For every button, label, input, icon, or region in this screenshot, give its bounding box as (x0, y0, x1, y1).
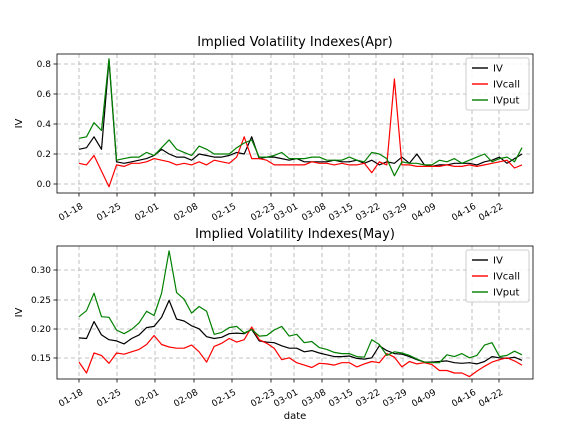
x-tick-label: 03-22 (354, 202, 382, 224)
x-tick-label: 02-23 (249, 388, 277, 410)
x-tick-label: 04-22 (477, 388, 505, 410)
grid-lines (57, 246, 533, 379)
series-line-ivput (78, 58, 523, 177)
x-tick-label: 02-08 (172, 388, 200, 410)
chart-title: Implied Volatility Indexes(Apr) (197, 35, 392, 50)
x-tick-label: 02-15 (210, 202, 238, 224)
x-tick-label: 01-25 (95, 202, 123, 224)
y-tick-label: 0.20 (31, 325, 51, 335)
legend: IV IVcall IVput (465, 249, 530, 303)
x-tick-label: 03-22 (354, 388, 382, 410)
legend-label: IV (493, 256, 503, 267)
x-tick-label: 01-18 (57, 202, 85, 224)
y-tick-label: 0.4 (37, 120, 52, 130)
series-lines (78, 250, 523, 378)
legend-label: IVput (493, 288, 519, 299)
x-tick-label: 03-15 (327, 388, 355, 410)
x-tick-label: 03-08 (300, 388, 328, 410)
y-axis-label: IV (14, 118, 25, 128)
legend-label: IV (493, 64, 503, 75)
legend: IV IVcall IVput (465, 57, 530, 111)
x-tick-label: 03-15 (327, 202, 355, 224)
legend-label: IVput (493, 96, 519, 107)
grid-lines (57, 54, 533, 193)
x-tick-label: 02-01 (133, 202, 161, 224)
x-tick-label: 01-18 (57, 388, 85, 410)
plot-frame (56, 245, 534, 380)
y-tick-label: 0.30 (31, 266, 51, 276)
x-tick-label: 04-22 (477, 202, 505, 224)
x-tick-label: 01-25 (95, 388, 123, 410)
legend-box (465, 57, 530, 111)
series-line-ivput (78, 250, 523, 364)
y-tick-label: 0.0 (37, 180, 52, 190)
plot-frame (56, 53, 534, 194)
y-tick-label: 0.25 (31, 296, 51, 306)
series-line-iv (78, 299, 523, 365)
series-line-ivcall (78, 326, 523, 378)
y-tick-label: 0.2 (37, 150, 51, 160)
x-tick-label: 03-01 (272, 202, 300, 224)
x-tick-label: 04-09 (410, 202, 438, 224)
legend-label: IVcall (493, 272, 520, 283)
x-tick-label: 03-01 (272, 388, 300, 410)
y-tick-label: 0.6 (37, 90, 52, 100)
x-tick-label: 04-09 (410, 388, 438, 410)
x-tick-label: 02-08 (172, 202, 200, 224)
x-tick-label: 02-23 (249, 202, 277, 224)
series-line-ivcall (78, 78, 523, 188)
x-tick-label: 04-16 (450, 202, 478, 224)
x-tick-label: 04-16 (450, 388, 478, 410)
series-line-iv (78, 59, 523, 167)
x-tick-label: 02-01 (133, 388, 161, 410)
legend-box (465, 249, 530, 303)
y-tick-label: 0.8 (37, 60, 52, 70)
series-lines (78, 58, 523, 188)
x-axis-label: date (284, 411, 307, 422)
y-axis-label: IV (14, 307, 25, 317)
x-tick-label: 03-29 (381, 388, 409, 410)
legend-label: IVcall (493, 80, 520, 91)
x-tick-label: 02-15 (210, 388, 238, 410)
y-tick-label: 0.15 (31, 354, 51, 364)
x-tick-label: 03-08 (300, 202, 328, 224)
chart-title: Implied Volatility Indexes(May) (195, 227, 395, 242)
x-tick-label: 03-29 (381, 202, 409, 224)
